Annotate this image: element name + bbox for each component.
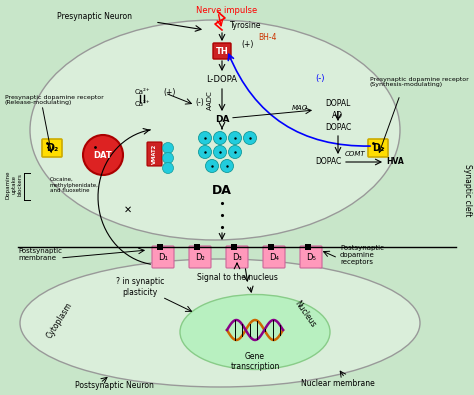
Text: Cytoplasm: Cytoplasm <box>46 300 74 340</box>
Circle shape <box>244 132 256 145</box>
Text: DOPAL: DOPAL <box>325 100 351 109</box>
Text: Postsynaptic Neuron: Postsynaptic Neuron <box>75 380 154 389</box>
Text: Tyrosine: Tyrosine <box>230 21 262 30</box>
Text: (-): (-) <box>196 98 204 107</box>
FancyBboxPatch shape <box>300 246 322 268</box>
Text: COMT: COMT <box>345 151 365 157</box>
Text: Ca²⁺: Ca²⁺ <box>134 89 150 95</box>
FancyBboxPatch shape <box>226 246 248 268</box>
Ellipse shape <box>30 20 400 240</box>
Circle shape <box>163 162 173 173</box>
Text: AADC: AADC <box>207 90 213 110</box>
Circle shape <box>220 160 234 173</box>
Circle shape <box>213 145 227 158</box>
Text: BH-4: BH-4 <box>258 34 276 43</box>
Text: D₃: D₃ <box>232 252 242 261</box>
Text: VMAT2: VMAT2 <box>152 144 157 164</box>
Text: D₁: D₁ <box>158 252 168 261</box>
Text: Signal to the nucleus: Signal to the nucleus <box>197 273 277 282</box>
Circle shape <box>163 152 173 164</box>
Text: Nucleus: Nucleus <box>292 299 318 329</box>
Text: L-DOPA: L-DOPA <box>207 75 237 85</box>
Circle shape <box>163 143 173 154</box>
Text: (+): (+) <box>164 88 176 96</box>
Text: Nuclear membrane: Nuclear membrane <box>301 378 375 387</box>
Text: D₅: D₅ <box>306 252 316 261</box>
Text: DA: DA <box>215 115 229 124</box>
Text: Synaptic cleft: Synaptic cleft <box>464 164 473 216</box>
Bar <box>268 244 274 250</box>
Text: ✕: ✕ <box>124 205 132 215</box>
Text: DOPAC: DOPAC <box>315 158 341 167</box>
Text: Nerve impulse: Nerve impulse <box>196 6 258 15</box>
FancyBboxPatch shape <box>147 142 162 166</box>
Circle shape <box>199 132 211 145</box>
FancyBboxPatch shape <box>263 246 285 268</box>
Ellipse shape <box>20 259 420 387</box>
Text: Presynaptic dopamine receptor
(Synthesis-modulating): Presynaptic dopamine receptor (Synthesis… <box>370 77 469 87</box>
Ellipse shape <box>180 295 330 369</box>
Text: (-): (-) <box>315 73 325 83</box>
Circle shape <box>228 132 241 145</box>
Text: D₂: D₂ <box>46 143 58 153</box>
Text: DAT: DAT <box>94 150 112 160</box>
Bar <box>157 244 163 250</box>
Text: DOPAC: DOPAC <box>325 124 351 132</box>
FancyBboxPatch shape <box>189 246 211 268</box>
Text: D₄: D₄ <box>269 252 279 261</box>
Text: AD: AD <box>332 111 344 120</box>
Text: DA: DA <box>212 184 232 196</box>
Bar <box>231 244 237 250</box>
FancyBboxPatch shape <box>152 246 174 268</box>
Text: Ca²⁺: Ca²⁺ <box>134 101 150 107</box>
Text: Presynaptic dopamine receptor
(Release-modulating): Presynaptic dopamine receptor (Release-m… <box>5 94 104 105</box>
Text: MAO: MAO <box>292 105 308 111</box>
Text: TH: TH <box>216 47 228 56</box>
Circle shape <box>83 135 123 175</box>
Text: Dopamine
uptake
blockers: Dopamine uptake blockers <box>6 171 22 199</box>
Text: HVA: HVA <box>386 158 404 167</box>
Text: ? in synaptic
plasticity: ? in synaptic plasticity <box>116 277 164 297</box>
Circle shape <box>228 145 241 158</box>
Text: Postsynaptic
dopamine
receptors: Postsynaptic dopamine receptors <box>340 245 384 265</box>
Text: D₂: D₂ <box>195 252 205 261</box>
Bar <box>305 244 311 250</box>
Text: D₂: D₂ <box>372 143 384 153</box>
Text: Presynaptic Neuron: Presynaptic Neuron <box>57 12 133 21</box>
FancyBboxPatch shape <box>368 139 388 157</box>
Circle shape <box>213 132 227 145</box>
Text: Cocaine,
methylphenidate,
and fluoxetine: Cocaine, methylphenidate, and fluoxetine <box>50 177 99 193</box>
FancyBboxPatch shape <box>213 43 231 59</box>
Text: Postsynaptic
membrane: Postsynaptic membrane <box>18 248 62 261</box>
Circle shape <box>206 160 219 173</box>
Circle shape <box>199 145 211 158</box>
FancyBboxPatch shape <box>42 139 62 157</box>
Text: (+): (+) <box>242 40 254 49</box>
Bar <box>194 244 200 250</box>
Text: Gene
transcription: Gene transcription <box>230 352 280 371</box>
